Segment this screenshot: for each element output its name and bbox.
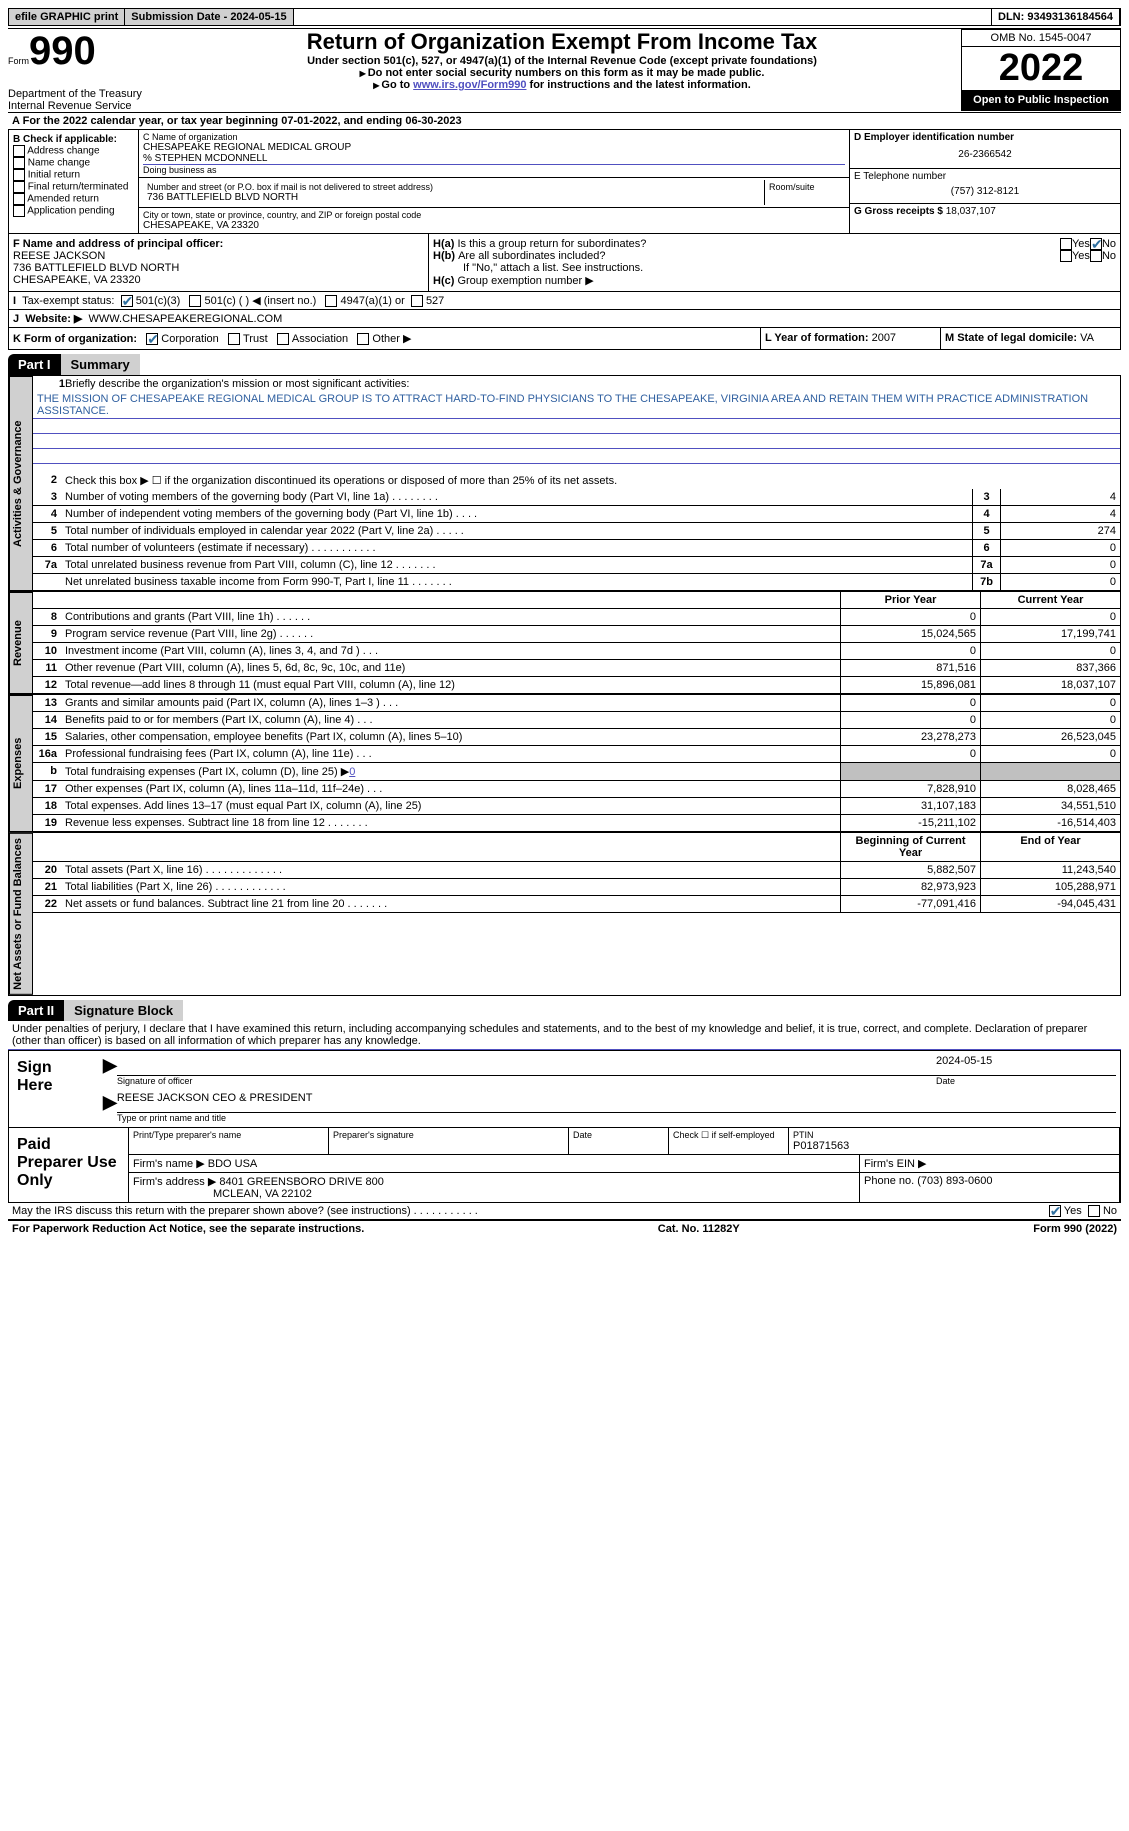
chk-501c-other[interactable] [189, 295, 201, 307]
efile-print-button[interactable]: efile GRAPHIC print [9, 9, 125, 25]
chk-address-change[interactable] [13, 145, 25, 157]
mission-text: THE MISSION OF CHESAPEAKE REGIONAL MEDIC… [33, 392, 1120, 419]
title-section: Return of Organization Exempt From Incom… [163, 29, 961, 91]
summary-row: Net unrelated business taxable income fr… [33, 574, 1120, 591]
chk-assoc[interactable] [277, 333, 289, 345]
chk-trust[interactable] [228, 333, 240, 345]
city-state-zip: CHESAPEAKE, VA 23320 [143, 220, 845, 231]
chk-initial-return[interactable] [13, 169, 25, 181]
part-i-title: Summary [61, 354, 140, 375]
fundraising-link[interactable]: 0 [349, 766, 355, 778]
paperwork-notice: For Paperwork Reduction Act Notice, see … [12, 1223, 364, 1235]
vtab-expenses: Expenses [9, 695, 33, 832]
chk-4947a1[interactable] [325, 295, 337, 307]
k-row: K Form of organization: Corporation Trus… [9, 328, 760, 349]
sign-here-label: Sign Here [9, 1051, 99, 1127]
website-row: J Website: ▶ WWW.CHESAPEAKEREGIONAL.COM [8, 310, 1121, 328]
part-ii-badge: Part II [8, 1000, 64, 1021]
financial-row: 16aProfessional fundraising fees (Part I… [33, 746, 1120, 763]
gross-receipts: 18,037,107 [946, 206, 996, 217]
chk-amended[interactable] [13, 193, 25, 205]
financial-row: 21Total liabilities (Part X, line 26) . … [33, 879, 1120, 896]
chk-ha-yes[interactable] [1060, 238, 1072, 250]
ein-value: 26-2366542 [854, 143, 1116, 166]
col-d-ein: D Employer identification number 26-2366… [850, 130, 1120, 233]
chk-app-pending[interactable] [13, 205, 25, 217]
paid-preparer-label: Paid Preparer Use Only [9, 1128, 129, 1202]
col-c-org-info: C Name of organization CHESAPEAKE REGION… [139, 130, 850, 233]
vtab-revenue: Revenue [9, 592, 33, 694]
phone-value: (757) 312-8121 [854, 182, 1116, 201]
chk-name-change[interactable] [13, 157, 25, 169]
street-address: 736 BATTLEFIELD BLVD NORTH [147, 192, 760, 203]
year-formation: 2007 [872, 332, 896, 344]
financial-row: 8Contributions and grants (Part VIII, li… [33, 609, 1120, 626]
line-a: A For the 2022 calendar year, or tax yea… [8, 112, 1121, 129]
chk-other[interactable] [357, 333, 369, 345]
care-of: % STEPHEN MCDONNELL [143, 153, 845, 165]
tax-year: 2022 [962, 47, 1120, 90]
firm-name: BDO USA [208, 1158, 258, 1170]
h-box: H(a) Is this a group return for subordin… [429, 234, 1120, 291]
financial-row: 11Other revenue (Part VIII, column (A), … [33, 660, 1120, 677]
chk-corp[interactable] [146, 333, 158, 345]
penalties-text: Under penalties of perjury, I declare th… [8, 1021, 1121, 1050]
officer-name-title: REESE JACKSON CEO & PRESIDENT [117, 1092, 1116, 1113]
vtab-net-assets: Net Assets or Fund Balances [9, 833, 33, 995]
financial-row: 18Total expenses. Add lines 13–17 (must … [33, 798, 1120, 815]
financial-row: 14Benefits paid to or for members (Part … [33, 712, 1120, 729]
form-number: 990 [29, 29, 96, 73]
financial-row: 12Total revenue—add lines 8 through 11 (… [33, 677, 1120, 694]
chk-hb-yes[interactable] [1060, 250, 1072, 262]
chk-hb-no[interactable] [1090, 250, 1102, 262]
cat-no: Cat. No. 11282Y [658, 1223, 740, 1235]
summary-row: 4Number of independent voting members of… [33, 506, 1120, 523]
chk-discuss-yes[interactable] [1049, 1205, 1061, 1217]
part-i-badge: Part I [8, 354, 61, 375]
chk-final-return[interactable] [13, 181, 25, 193]
vtab-governance: Activities & Governance [9, 376, 33, 591]
officer-box: F Name and address of principal officer:… [9, 234, 429, 291]
form-ref: Form 990 (2022) [1033, 1223, 1117, 1235]
chk-discuss-no[interactable] [1088, 1205, 1100, 1217]
website-value: WWW.CHESAPEAKEREGIONAL.COM [89, 313, 283, 325]
tax-status-row: I Tax-exempt status: 501(c)(3) 501(c) ( … [8, 292, 1121, 310]
year-box: OMB No. 1545-0047 2022 Open to Public In… [961, 29, 1121, 111]
submission-date-button[interactable]: Submission Date - 2024-05-15 [125, 9, 293, 25]
chk-ha-no[interactable] [1090, 238, 1102, 250]
financial-row: 17Other expenses (Part IX, column (A), l… [33, 781, 1120, 798]
financial-row: 9Program service revenue (Part VIII, lin… [33, 626, 1120, 643]
financial-row: 19Revenue less expenses. Subtract line 1… [33, 815, 1120, 832]
col-b-checkboxes: B Check if applicable: Address change Na… [9, 130, 139, 233]
top-bar: efile GRAPHIC print Submission Date - 20… [8, 8, 1121, 26]
sig-date: 2024-05-15 [936, 1055, 1116, 1067]
financial-row: 13Grants and similar amounts paid (Part … [33, 695, 1120, 712]
org-name: CHESAPEAKE REGIONAL MEDICAL GROUP [143, 142, 845, 153]
financial-row: 15Salaries, other compensation, employee… [33, 729, 1120, 746]
ptin-value: P01871563 [793, 1140, 1115, 1152]
summary-row: 7aTotal unrelated business revenue from … [33, 557, 1120, 574]
preparer-phone: (703) 893-0600 [917, 1175, 992, 1187]
part-ii-title: Signature Block [64, 1000, 183, 1021]
summary-row: 3Number of voting members of the governi… [33, 489, 1120, 506]
irs-label: Internal Revenue Service [8, 100, 163, 112]
form-box: Form990 Department of the Treasury Inter… [8, 29, 163, 112]
page-title: Return of Organization Exempt From Incom… [163, 29, 961, 55]
dept-label: Department of the Treasury [8, 88, 163, 100]
open-inspection: Open to Public Inspection [962, 90, 1120, 110]
irs-link[interactable]: www.irs.gov/Form990 [413, 79, 526, 91]
financial-row: 10Investment income (Part VIII, column (… [33, 643, 1120, 660]
omb-label: OMB No. 1545-0047 [962, 30, 1120, 47]
state-domicile: VA [1080, 332, 1094, 344]
financial-row: 20Total assets (Part X, line 16) . . . .… [33, 862, 1120, 879]
dln-label: DLN: 93493136184564 [992, 9, 1120, 25]
summary-row: 5Total number of individuals employed in… [33, 523, 1120, 540]
summary-row: 6Total number of volunteers (estimate if… [33, 540, 1120, 557]
chk-527[interactable] [411, 295, 423, 307]
financial-row: 22Net assets or fund balances. Subtract … [33, 896, 1120, 913]
chk-501c3[interactable] [121, 295, 133, 307]
